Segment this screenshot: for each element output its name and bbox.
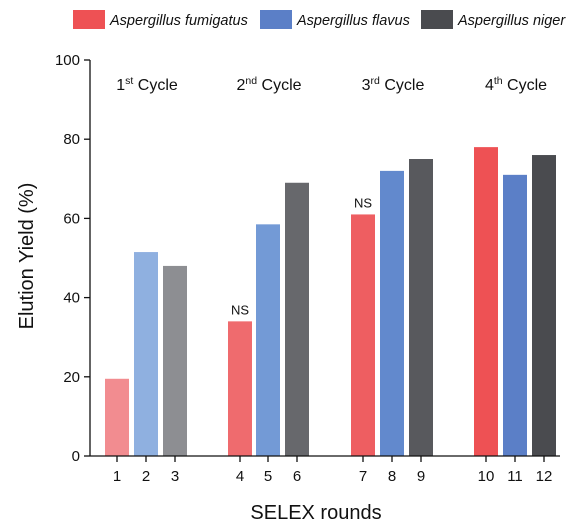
y-axis-title: Elution Yield (%) [16, 183, 38, 330]
x-axis-title: SELEX rounds [250, 502, 381, 524]
bar-round-1 [105, 378, 129, 456]
x-tick-label: 9 [417, 468, 425, 485]
bar-round-6 [285, 182, 309, 456]
legend-swatch-1 [73, 10, 105, 29]
y-tick-label: 80 [63, 131, 80, 148]
bar-round-8 [380, 170, 404, 456]
y-tick-label: 100 [55, 52, 80, 69]
cycle-label-2: 2nd Cycle [236, 75, 301, 94]
x-tick-label: 12 [536, 468, 553, 485]
x-tick-label: 3 [171, 468, 179, 485]
x-tick-label: 6 [293, 468, 301, 485]
bar-round-12 [532, 155, 556, 457]
x-tick-label: 2 [142, 468, 150, 485]
legend: Aspergillus fumigatus Aspergillus flavus A… [73, 10, 566, 29]
x-tick-label: 8 [388, 468, 396, 485]
y-tick-label: 60 [63, 210, 80, 227]
legend-label-2: Aspergillus flavus [296, 13, 410, 29]
legend-label-1: Aspergillus fumigatus [109, 13, 248, 29]
x-tick-label: 10 [478, 468, 495, 485]
x-tick-label: 11 [507, 468, 523, 485]
bar-round-7 [351, 214, 375, 456]
y-tick-label: 40 [63, 290, 80, 307]
ns-annotation-round-7: NS [354, 195, 372, 210]
bar-round-4 [228, 321, 252, 456]
cycle-label-1: 1st Cycle [116, 75, 178, 94]
bar-round-3 [163, 265, 187, 456]
x-tick-label: 7 [359, 468, 367, 485]
bar-round-10 [474, 147, 498, 456]
bar-round-9 [409, 159, 433, 456]
cycle-label-4: 4th Cycle [485, 75, 547, 94]
bar-round-5 [256, 224, 280, 456]
x-tick-label: 4 [236, 468, 244, 485]
y-tick-label: 0 [72, 448, 80, 465]
legend-swatch-2 [260, 10, 292, 29]
bars-group: NS NS [105, 147, 556, 457]
bar-round-11 [503, 174, 527, 456]
bar-round-2 [134, 252, 158, 456]
ns-annotation-round-4: NS [231, 302, 249, 317]
y-tick-label: 20 [63, 369, 80, 386]
x-tick-label: 5 [264, 468, 272, 485]
legend-swatch-3 [421, 10, 453, 29]
legend-label-3: Aspergillus niger [457, 13, 566, 29]
cycle-labels-group: 1st Cycle 2nd Cycle 3rd Cycle 4th Cycle [116, 75, 547, 94]
cycle-label-3: 3rd Cycle [362, 75, 425, 94]
x-tick-label: 1 [113, 468, 121, 485]
